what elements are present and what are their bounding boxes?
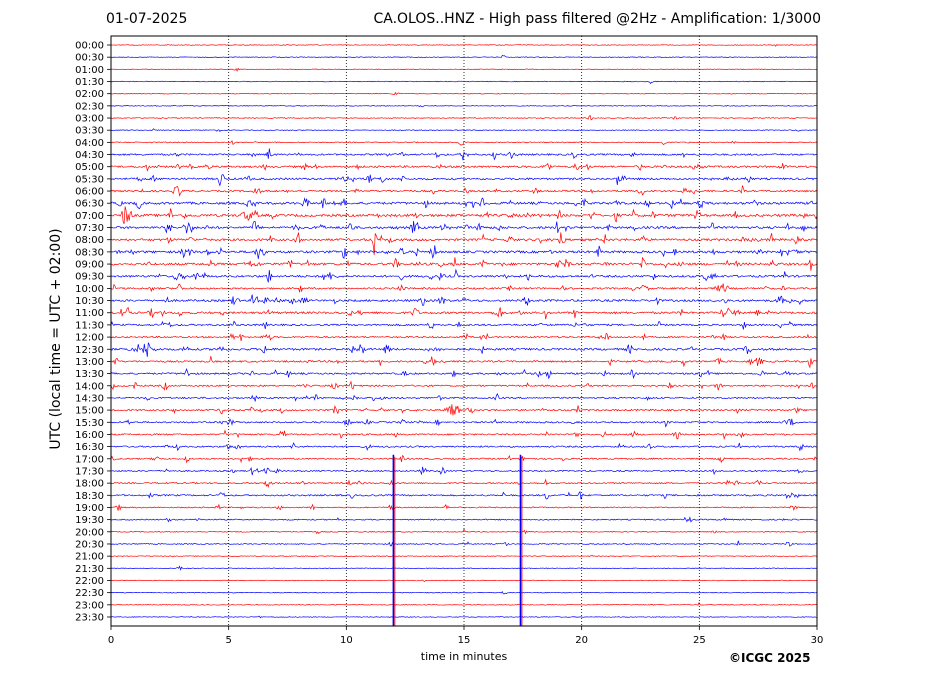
y-tick-label: 03:00 [75,114,104,125]
trace-1200 [111,332,817,342]
y-tick-label: 01:00 [75,65,104,76]
y-tick-label: 08:30 [75,247,104,258]
y-tick-label: 15:00 [75,406,104,417]
trace-1230 [111,342,817,357]
y-tick-label: 17:00 [75,454,104,465]
y-tick-label: 19:00 [75,503,104,514]
y-tick-label: 09:00 [75,260,104,271]
y-tick-label: 02:30 [75,101,104,112]
x-tick-label: 0 [108,635,114,646]
y-tick-label: 05:30 [75,174,104,185]
y-tick-label: 22:30 [75,588,104,599]
trace-0700 [111,206,817,224]
x-tick-label: 20 [575,635,588,646]
y-tick-label: 21:00 [75,552,104,563]
y-tick-label: 15:30 [75,418,104,429]
trace-1400 [111,380,817,391]
y-tick-label: 05:00 [75,162,104,173]
y-tick-label: 04:00 [75,138,104,149]
y-tick-label: 12:00 [75,333,104,344]
y-tick-label: 02:00 [75,89,104,100]
y-tick-label: 10:30 [75,296,104,307]
trace-1300 [111,356,817,369]
y-tick-label: 20:00 [75,527,104,538]
y-tick-label: 20:30 [75,539,104,550]
x-tick-label: 25 [693,635,706,646]
chart-date: 01-07-2025 [106,11,188,27]
trace-1430 [111,393,817,402]
y-tick-label: 06:00 [75,187,104,198]
trace-1330 [111,368,817,380]
y-tick-label: 09:30 [75,272,104,283]
y-tick-label: 07:30 [75,223,104,234]
trace-1130 [111,320,817,330]
y-tick-label: 19:30 [75,515,104,526]
y-tick-label: 13:00 [75,357,104,368]
trace-2200 [111,579,817,583]
y-tick-label: 17:30 [75,466,104,477]
trace-2330 [111,615,817,619]
y-tick-label: 06:30 [75,199,104,210]
y-tick-label: 22:00 [75,576,104,587]
trace-2230 [111,591,817,595]
y-tick-label: 14:30 [75,393,104,404]
trace-1700 [111,454,817,464]
trace-2130 [111,565,817,571]
y-tick-label: 07:00 [75,211,104,222]
y-tick-label: 11:30 [75,320,104,331]
x-axis-label: time in minutes [420,650,508,663]
y-tick-label: 03:30 [75,126,104,137]
copyright-label: ©ICGC 2025 [729,651,811,665]
x-tick-label: 15 [458,635,471,646]
x-tick-label: 10 [340,635,353,646]
y-axis-label: UTC (local time = UTC + 02:00) [48,228,64,450]
y-tick-label: 21:30 [75,564,104,575]
y-tick-label: 10:00 [75,284,104,295]
y-tick-label: 16:00 [75,430,104,441]
x-tick-label: 5 [225,635,231,646]
trace-0530 [111,174,817,187]
chart-title: CA.OLOS..HNZ - High pass filtered @2Hz -… [373,11,821,27]
y-tick-label: 01:30 [75,77,104,88]
y-tick-label: 04:30 [75,150,104,161]
x-tick-label: 30 [811,635,824,646]
y-tick-label: 13:30 [75,369,104,380]
trace-1600 [111,429,817,441]
y-tick-label: 18:00 [75,479,104,490]
trace-1500 [111,404,817,416]
y-tick-label: 23:00 [75,600,104,611]
y-tick-label: 14:00 [75,381,104,392]
y-tick-label: 23:30 [75,612,104,623]
trace-0430 [111,148,817,161]
y-tick-label: 11:00 [75,308,104,319]
trace-0500 [111,162,817,172]
trace-0600 [111,185,817,197]
y-tick-label: 00:30 [75,53,104,64]
y-tick-label: 00:00 [75,41,104,52]
y-tick-label: 18:30 [75,491,104,502]
y-tick-label: 12:30 [75,345,104,356]
y-tick-label: 16:30 [75,442,104,453]
trace-1530 [111,418,817,428]
y-tick-label: 08:00 [75,235,104,246]
